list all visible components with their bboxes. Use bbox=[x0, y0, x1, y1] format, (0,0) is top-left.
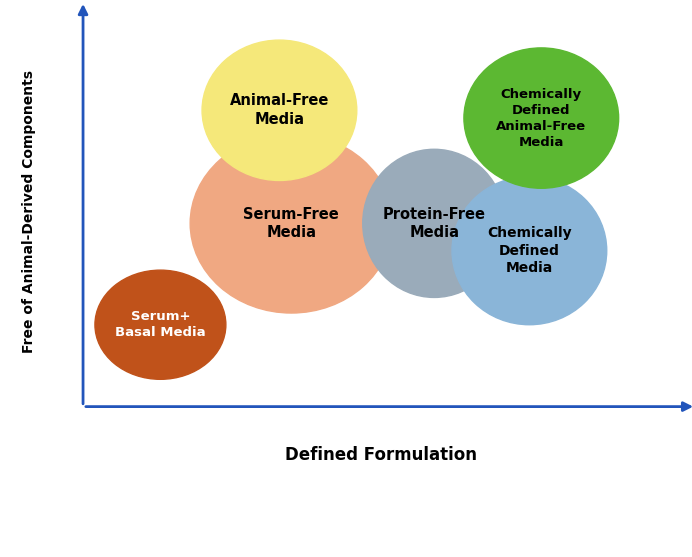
Ellipse shape bbox=[464, 48, 619, 188]
Ellipse shape bbox=[190, 134, 392, 313]
Ellipse shape bbox=[95, 270, 226, 379]
Text: Protein-Free
Media: Protein-Free Media bbox=[383, 207, 486, 240]
Text: Chemically
Defined
Media: Chemically Defined Media bbox=[487, 226, 572, 275]
Ellipse shape bbox=[202, 40, 357, 180]
Ellipse shape bbox=[363, 149, 506, 297]
Text: Chemically
Defined
Animal-Free
Media: Chemically Defined Animal-Free Media bbox=[496, 87, 586, 149]
Text: Serum+
Basal Media: Serum+ Basal Media bbox=[115, 310, 206, 339]
Text: Serum-Free
Media: Serum-Free Media bbox=[244, 207, 339, 240]
Text: Figure 2. The evolution of media development for
mammalian cell culture.: Figure 2. The evolution of media develop… bbox=[62, 460, 630, 507]
Text: Free of Animal-Derived Components: Free of Animal-Derived Components bbox=[22, 70, 37, 353]
Ellipse shape bbox=[452, 177, 607, 325]
Text: Defined Formulation: Defined Formulation bbox=[284, 446, 477, 463]
Text: Animal-Free
Media: Animal-Free Media bbox=[230, 94, 329, 127]
